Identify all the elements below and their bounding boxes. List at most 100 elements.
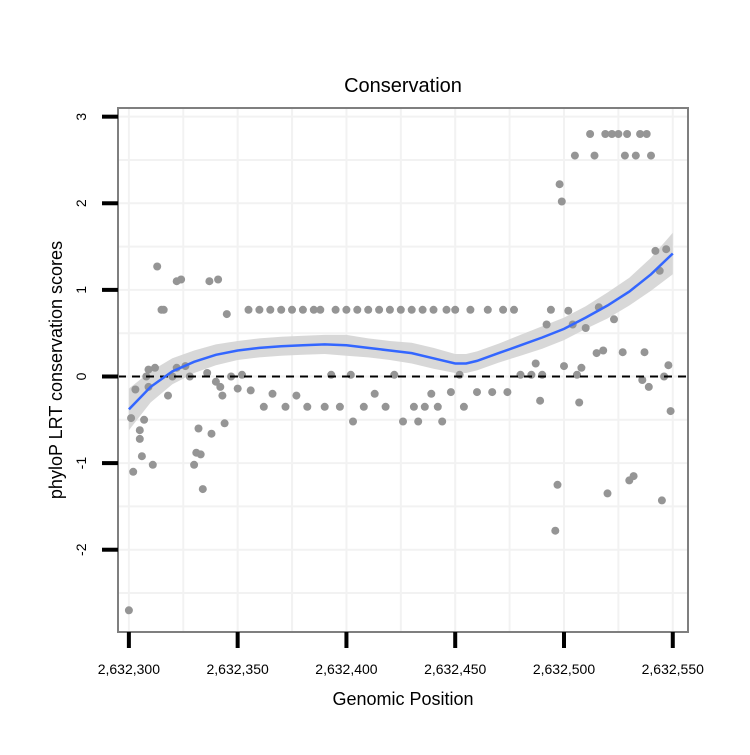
y-axis: -2 -1 0 1 2 3 xyxy=(73,113,118,556)
data-point xyxy=(303,402,312,411)
y-tick-label: 1 xyxy=(73,286,89,294)
data-point xyxy=(407,305,416,314)
data-point xyxy=(644,382,653,391)
data-point xyxy=(455,370,464,379)
data-point xyxy=(131,385,140,394)
data-point xyxy=(631,151,640,160)
data-point xyxy=(516,370,525,379)
data-point xyxy=(542,320,551,329)
data-point xyxy=(607,130,616,138)
data-point xyxy=(575,398,584,407)
data-point xyxy=(546,305,555,314)
data-point xyxy=(442,305,451,314)
data-point xyxy=(483,305,492,314)
data-point xyxy=(129,467,138,476)
data-point xyxy=(349,417,357,426)
data-point xyxy=(144,365,153,374)
data-point xyxy=(385,305,394,314)
data-point xyxy=(499,305,508,314)
data-point xyxy=(259,402,268,411)
data-point xyxy=(233,384,242,393)
x-tick-label: 2,632,500 xyxy=(533,661,595,677)
data-point xyxy=(148,460,157,469)
data-point xyxy=(124,606,133,615)
data-point xyxy=(599,346,608,355)
data-point xyxy=(590,151,599,160)
data-point xyxy=(636,130,645,138)
data-point xyxy=(164,391,172,400)
data-point xyxy=(629,472,638,481)
data-point xyxy=(446,388,455,397)
data-point xyxy=(586,130,595,138)
x-axis-label: Genomic Position xyxy=(332,689,473,709)
data-point xyxy=(238,370,246,379)
data-point xyxy=(207,429,216,438)
data-point xyxy=(623,130,632,138)
data-point xyxy=(353,305,362,314)
data-point xyxy=(451,305,460,314)
data-point xyxy=(320,402,329,411)
y-tick-label: -1 xyxy=(73,457,89,470)
data-point xyxy=(662,245,671,254)
data-point xyxy=(370,389,379,398)
data-point xyxy=(473,388,481,397)
data-point xyxy=(309,305,318,314)
data-point xyxy=(168,372,177,381)
data-point xyxy=(292,391,301,400)
data-point xyxy=(390,370,399,379)
data-points xyxy=(124,130,675,615)
x-axis: 2,632,300 2,632,350 2,632,400 2,632,450 2,63… xyxy=(98,632,704,677)
data-point xyxy=(503,388,512,397)
data-point xyxy=(364,305,373,314)
data-point xyxy=(135,434,144,443)
data-point xyxy=(214,275,223,284)
data-point xyxy=(618,348,627,357)
data-point xyxy=(553,480,562,489)
data-point xyxy=(577,363,586,372)
data-point xyxy=(459,402,468,411)
data-point xyxy=(433,402,442,411)
data-point xyxy=(610,315,618,324)
x-tick-label: 2,632,550 xyxy=(642,661,704,677)
data-point xyxy=(536,396,545,405)
data-point xyxy=(538,370,547,379)
data-point xyxy=(551,526,560,535)
data-point xyxy=(159,305,168,314)
x-tick-label: 2,632,400 xyxy=(315,661,377,677)
data-point xyxy=(335,402,344,411)
data-point xyxy=(573,370,581,379)
data-point xyxy=(396,305,405,314)
data-point xyxy=(429,305,438,314)
data-point xyxy=(140,415,149,424)
x-tick-label: 2,632,300 xyxy=(98,661,160,677)
y-tick-label: -2 xyxy=(73,543,89,556)
data-point xyxy=(664,361,673,370)
data-point xyxy=(418,305,427,314)
plot-panel-border xyxy=(117,107,689,633)
data-point xyxy=(409,402,418,411)
data-point xyxy=(346,370,355,379)
data-point xyxy=(560,362,568,371)
data-point xyxy=(414,417,423,426)
data-point xyxy=(190,460,199,469)
data-point xyxy=(564,306,573,315)
data-point xyxy=(153,262,162,271)
data-point xyxy=(381,402,390,411)
data-point xyxy=(488,388,497,397)
data-point xyxy=(268,389,277,398)
data-point xyxy=(288,305,296,314)
data-point xyxy=(375,305,384,314)
data-point xyxy=(657,496,666,505)
data-point xyxy=(651,246,660,255)
data-point xyxy=(205,277,214,286)
data-point xyxy=(399,417,407,426)
y-axis-label: phyloP LRT conservation scores xyxy=(46,241,66,499)
data-point xyxy=(135,426,144,435)
data-point xyxy=(570,151,579,160)
data-point xyxy=(177,275,186,284)
data-point xyxy=(555,180,564,189)
y-tick-label: 3 xyxy=(73,113,89,121)
data-point xyxy=(255,305,264,314)
data-point xyxy=(638,376,647,384)
